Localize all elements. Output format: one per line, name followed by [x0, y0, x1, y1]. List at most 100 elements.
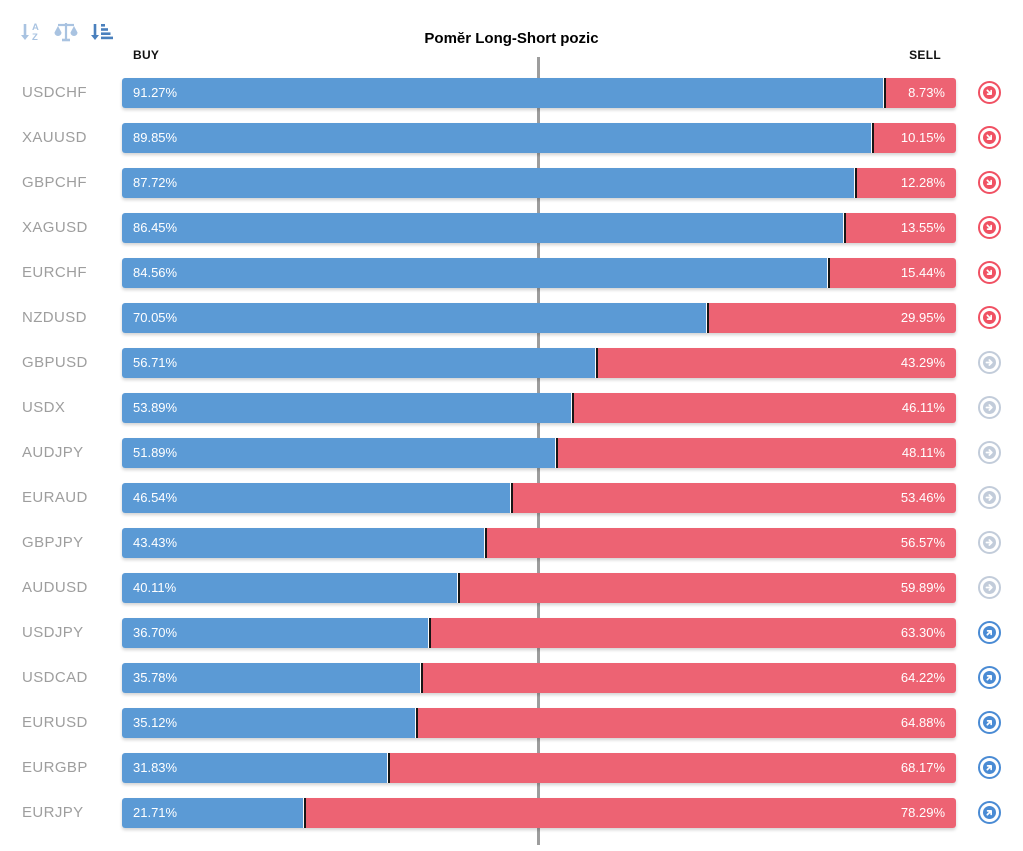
ratio-bar: 31.83% 68.17% — [122, 752, 956, 783]
svg-text:Z: Z — [32, 32, 38, 43]
ratio-bar: 70.05% 29.95% — [122, 302, 956, 333]
buy-value: 86.45% — [133, 220, 178, 235]
pair-row: USDCHF 91.27% 8.73% — [0, 70, 1023, 115]
pair-label: GBPUSD — [22, 354, 88, 371]
bar-divider — [872, 122, 875, 153]
signal-cell — [956, 126, 1023, 149]
pair-label: AUDJPY — [22, 444, 84, 461]
signal-down-icon[interactable] — [978, 306, 1001, 329]
signal-down-icon[interactable] — [978, 81, 1001, 104]
bar-divider-gap — [387, 752, 389, 783]
sell-value: 63.30% — [900, 625, 945, 640]
pair-label: GBPJPY — [22, 534, 84, 551]
signal-neutral-icon[interactable] — [978, 351, 1001, 374]
ratio-bar: 36.70% 63.30% — [122, 617, 956, 648]
bar-divider — [511, 482, 514, 513]
bar-divider-gap — [456, 572, 458, 603]
bar-divider-gap — [484, 527, 486, 558]
bar-divider-gap — [428, 617, 430, 648]
signal-down-icon[interactable] — [978, 171, 1001, 194]
buy-value: 53.89% — [133, 400, 178, 415]
ratio-bar: 43.43% 56.57% — [122, 527, 956, 558]
buy-value: 46.54% — [133, 490, 178, 505]
signal-cell — [956, 756, 1023, 779]
signal-up-icon[interactable] — [978, 756, 1001, 779]
pair-row: EURCHF 84.56% 15.44% — [0, 250, 1023, 295]
svg-text:A: A — [32, 22, 39, 33]
balance-scale-icon[interactable] — [53, 20, 79, 44]
pair-label: NZDUSD — [22, 309, 87, 326]
sort-alpha-asc-icon[interactable]: A Z — [18, 20, 44, 44]
sort-amount-icon[interactable] — [88, 20, 114, 44]
ratio-bar: 46.54% 53.46% — [122, 482, 956, 513]
sell-value: 46.11% — [901, 400, 945, 415]
signal-neutral-icon[interactable] — [978, 486, 1001, 509]
signal-neutral-icon[interactable] — [978, 576, 1001, 599]
sell-bar: 59.89% — [459, 572, 956, 603]
buy-bar: 35.78% — [122, 662, 421, 693]
pair-row: USDJPY 36.70% 63.30% — [0, 610, 1023, 655]
ratio-bar: 53.89% 46.11% — [122, 392, 956, 423]
ratio-bar: 35.78% 64.22% — [122, 662, 956, 693]
pair-label: XAGUSD — [22, 219, 88, 236]
pair-label: EURJPY — [22, 804, 84, 821]
signal-up-icon[interactable] — [978, 711, 1001, 734]
signal-cell — [956, 306, 1023, 329]
pair-row: NZDUSD 70.05% 29.95% — [0, 295, 1023, 340]
signal-neutral-icon[interactable] — [978, 531, 1001, 554]
signal-cell — [956, 576, 1023, 599]
sell-value: 64.88% — [900, 715, 945, 730]
signal-down-icon[interactable] — [978, 216, 1001, 239]
signal-down-icon[interactable] — [978, 126, 1001, 149]
pair-row: AUDJPY 51.89% 48.11% — [0, 430, 1023, 475]
buy-value: 35.78% — [133, 670, 178, 685]
pair-row: GBPCHF 87.72% 12.28% — [0, 160, 1023, 205]
sell-bar: 12.28% — [856, 167, 956, 198]
bar-divider-gap — [883, 77, 885, 108]
bar-divider-gap — [827, 257, 829, 288]
signal-down-icon[interactable] — [978, 261, 1001, 284]
widget-header: A Z — [0, 0, 1023, 70]
bar-divider-gap — [571, 392, 573, 423]
pair-label: EURAUD — [22, 489, 88, 506]
ratio-bar: 35.12% 64.88% — [122, 707, 956, 738]
ratio-bar: 89.85% 10.15% — [122, 122, 956, 153]
bar-divider-gap — [510, 482, 512, 513]
sell-bar: 56.57% — [487, 527, 956, 558]
signal-cell — [956, 81, 1023, 104]
buy-value: 89.85% — [133, 130, 178, 145]
signal-neutral-icon[interactable] — [978, 441, 1001, 464]
signal-cell — [956, 441, 1023, 464]
sell-bar: 46.11% — [574, 392, 956, 423]
bar-divider-gap — [853, 167, 855, 198]
sell-value: 43.29% — [900, 355, 945, 370]
pair-label: EURCHF — [22, 264, 87, 281]
bar-divider — [429, 617, 432, 648]
pair-label: USDCHF — [22, 84, 87, 101]
sell-value: 8.73% — [908, 85, 945, 100]
buy-bar: 70.05% — [122, 302, 707, 333]
bar-divider — [884, 77, 887, 108]
signal-up-icon[interactable] — [978, 801, 1001, 824]
sell-bar: 10.15% — [874, 122, 956, 153]
bar-divider — [707, 302, 710, 333]
sell-value: 12.28% — [900, 175, 945, 190]
sort-toolbar: A Z — [18, 20, 114, 44]
signal-up-icon[interactable] — [978, 666, 1001, 689]
sell-bar: 64.88% — [417, 707, 956, 738]
chart-title: Pomĕr Long-Short pozic — [424, 30, 599, 47]
bar-divider — [388, 752, 391, 783]
signal-neutral-icon[interactable] — [978, 396, 1001, 419]
pair-row: EURUSD 35.12% 64.88% — [0, 700, 1023, 745]
bar-divider — [555, 437, 558, 468]
bar-divider — [595, 347, 598, 378]
pair-row: AUDUSD 40.11% 59.89% — [0, 565, 1023, 610]
pair-row: EURJPY 21.71% 78.29% — [0, 790, 1023, 835]
signal-up-icon[interactable] — [978, 621, 1001, 644]
rows: USDCHF 91.27% 8.73% XAUUSD — [0, 70, 1023, 835]
buy-bar: 53.89% — [122, 392, 572, 423]
buy-bar: 89.85% — [122, 122, 872, 153]
buy-bar: 86.45% — [122, 212, 843, 243]
buy-value: 36.70% — [133, 625, 178, 640]
pair-label: USDX — [22, 399, 66, 416]
